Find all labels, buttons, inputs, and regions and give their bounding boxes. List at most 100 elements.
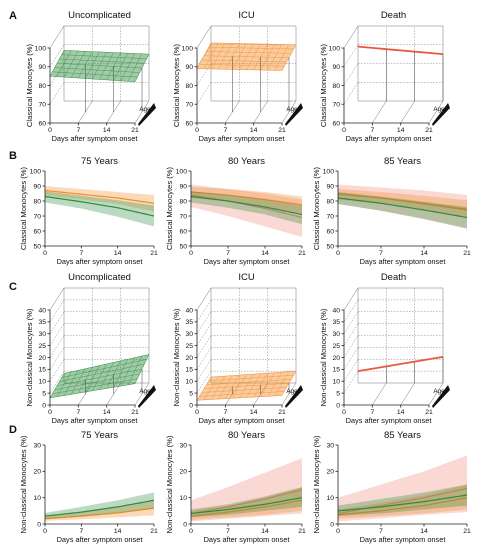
side-wall-gridline [49, 82, 65, 105]
floor-frame [64, 100, 150, 124]
age-axis-label: Age [286, 388, 298, 395]
y-axis-title: Classical Monocytes (%) [19, 166, 28, 250]
y-tick-label: 90 [332, 64, 340, 71]
age-axis-wedge [138, 103, 156, 126]
y-tick-label: 80 [185, 83, 193, 90]
x-tick-label: 21 [298, 528, 306, 535]
y-tick-label: 40 [38, 307, 46, 314]
chart-title: 80 Years [228, 156, 265, 167]
x-tick-label: 0 [195, 409, 199, 416]
surface-mesh-line [203, 383, 290, 389]
floor-gridline [400, 100, 415, 124]
y-tick-label: 5 [336, 390, 340, 397]
y-tick-label: 10 [33, 495, 41, 502]
surface-mesh-line [206, 51, 292, 54]
series-line [190, 194, 303, 219]
floor-frame [358, 100, 444, 124]
y-tick-label: 70 [33, 213, 41, 220]
series-line [337, 193, 468, 210]
side-wall-gridline [49, 335, 65, 358]
x-tick-label: 14 [250, 127, 258, 134]
x-tick-label: 21 [425, 127, 433, 134]
x-tick-label: 21 [150, 528, 158, 535]
series-line [44, 507, 155, 520]
x-tick-label: 0 [48, 409, 52, 416]
y-axis-title: Non-classical Monocytes (%) [172, 308, 181, 406]
side-wall-frame [49, 25, 65, 49]
series-line [190, 497, 303, 515]
y-axis-title: Classical Monocytes (%) [25, 43, 34, 127]
y-tick-label: 30 [33, 442, 41, 449]
y-tick-label: 25 [38, 343, 46, 350]
age-axis-label: Age [286, 106, 298, 113]
y-tick-label: 40 [332, 307, 340, 314]
series-line [44, 499, 155, 517]
confidence-band [338, 484, 467, 519]
surface-mesh-line [59, 58, 145, 64]
side-wall-gridline [196, 63, 212, 86]
y-tick-label: 80 [179, 198, 187, 205]
y-tick-label: 80 [33, 198, 41, 205]
y-tick-label: 50 [33, 243, 41, 250]
panel-label-c: C [9, 281, 17, 293]
y-tick-label: 50 [326, 243, 334, 250]
panel-label-d: D [9, 424, 17, 436]
surface-mesh-line [203, 55, 290, 58]
series-line [190, 489, 303, 515]
x-tick-label: 14 [250, 409, 258, 416]
x-tick-label: 7 [223, 127, 227, 134]
panel-label-b: B [9, 150, 17, 162]
y-tick-label: 10 [326, 495, 334, 502]
series-line [337, 487, 468, 515]
chart-b-first: 75 Years 50 60 70 80 90 100 0 7 14 21 Days after sy… [19, 156, 158, 266]
x-tick-label: 7 [370, 127, 374, 134]
y-tick-label: 0 [42, 402, 46, 409]
chart-a-second: ICU 60 70 80 90 100 0 7 14 21 Age Days after sympto… [172, 10, 303, 143]
y-axis-title: Classical Monocytes (%) [172, 43, 181, 127]
side-wall-frame [343, 287, 359, 311]
y-axis-title: Classical Monocytes (%) [165, 166, 174, 250]
y-tick-label: 100 [30, 168, 42, 175]
y-tick-label: 60 [38, 120, 46, 127]
confidence-band [191, 487, 302, 521]
x-tick-label: 7 [226, 250, 230, 257]
side-wall-gridline [196, 359, 212, 382]
y-tick-label: 50 [179, 243, 187, 250]
x-tick-label: 21 [278, 409, 286, 416]
y-tick-label: 80 [332, 83, 340, 90]
side-wall-gridline [49, 359, 65, 382]
y-tick-label: 30 [326, 442, 334, 449]
age-axis-label: Age [433, 388, 445, 395]
y-tick-label: 25 [185, 343, 193, 350]
x-axis-title: Days after symptom onset [57, 535, 143, 544]
x-tick-label: 21 [131, 127, 139, 134]
side-wall-gridline [343, 63, 359, 86]
side-wall-gridline [343, 299, 359, 322]
chart-title: 75 Years [81, 430, 118, 441]
side-wall-gridline [196, 371, 212, 394]
x-axis-title: Days after symptom onset [199, 416, 285, 425]
y-tick-label: 15 [38, 367, 46, 374]
x-tick-label: 21 [278, 127, 286, 134]
x-tick-label: 0 [189, 528, 193, 535]
side-wall-gridline [343, 359, 359, 382]
chart-c-second: ICU 0 5 10 15 20 25 30 35 40 0 7 14 21 Age Days after s… [172, 272, 303, 425]
surface-mesh-line [56, 368, 143, 386]
chart-c-third: Death 0 5 10 15 20 25 30 35 40 0 7 14 21 Age Days after… [319, 272, 450, 425]
y-tick-label: 60 [179, 228, 187, 235]
side-wall-gridline [49, 347, 65, 370]
series-line [44, 189, 155, 204]
floor-gridline [372, 100, 387, 124]
x-tick-label: 7 [226, 528, 230, 535]
y-tick-label: 100 [182, 45, 194, 52]
confidence-band [45, 492, 154, 519]
surface-mesh-line [199, 64, 285, 67]
chart-title: ICU [238, 272, 255, 283]
floor-frame [358, 382, 444, 406]
y-axis-title: Non-classical Monocytes (%) [19, 435, 28, 533]
x-tick-label: 14 [114, 528, 122, 535]
confidence-band [191, 186, 302, 213]
surface-mesh-line [201, 59, 287, 63]
y-axis-title: Non-classical Monocytes (%) [312, 435, 321, 533]
